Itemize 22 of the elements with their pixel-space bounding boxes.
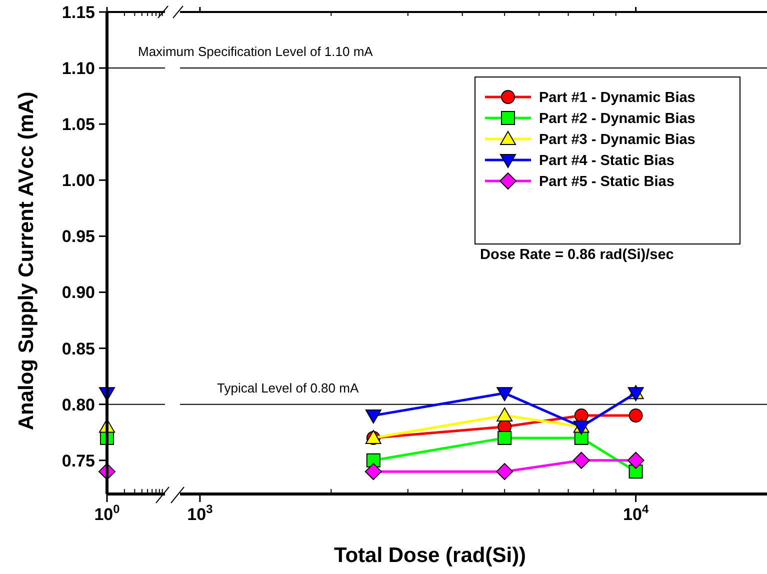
legend-label: Part #3 - Dynamic Bias <box>539 132 696 148</box>
y-tick-label: 1.15 <box>62 3 95 22</box>
y-tick-label: 1.10 <box>62 59 95 78</box>
x-tick-label: 10$^{3}$ <box>187 502 214 524</box>
ref-line-label: Typical Level of 0.80 mA <box>217 380 359 396</box>
ref-line-label: Maximum Specification Level of 1.10 mA <box>138 44 374 60</box>
x-axis-title: Total Dose (rad(Si)) <box>334 544 526 567</box>
legend-label: Part #4 - Static Bias <box>539 153 674 169</box>
y-tick-label: 0.90 <box>62 283 95 302</box>
y-tick-label: 0.95 <box>62 227 95 246</box>
y-tick-label: 0.80 <box>62 395 95 414</box>
annotation: Dose Rate = 0.86 rad(Si)/sec <box>480 247 674 263</box>
y-tick-label: 0.75 <box>62 451 95 470</box>
legend-label: Part #5 - Static Bias <box>539 174 674 190</box>
y-tick-label: 0.85 <box>62 339 95 358</box>
y-tick-label: 1.05 <box>62 115 95 134</box>
y-axis-title: Analog Supply Current AVcc (mA) <box>15 92 38 430</box>
legend-label: Part #2 - Dynamic Bias <box>539 111 696 127</box>
x-tick-label: 10$^{0}$ <box>94 502 120 524</box>
legend-label: Part #1 - Dynamic Bias <box>539 90 696 106</box>
y-tick-label: 1.00 <box>62 171 95 190</box>
x-tick-label: 10$^{4}$ <box>623 502 649 524</box>
